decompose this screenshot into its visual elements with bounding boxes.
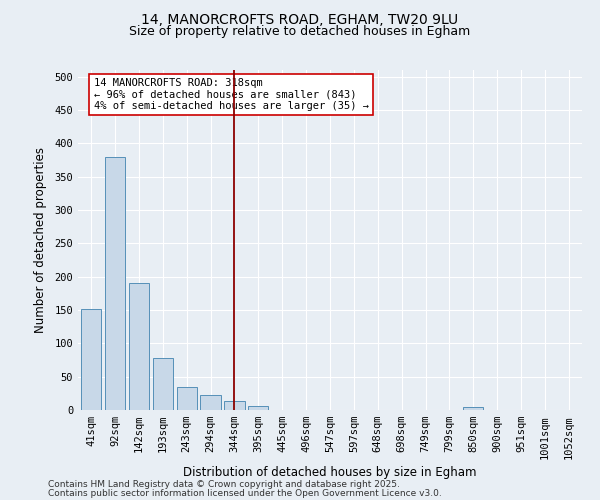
Bar bbox=[463, 408, 484, 410]
Bar bbox=[105, 156, 125, 410]
Text: Contains public sector information licensed under the Open Government Licence v3: Contains public sector information licen… bbox=[48, 488, 442, 498]
X-axis label: Distribution of detached houses by size in Egham: Distribution of detached houses by size … bbox=[183, 466, 477, 478]
Y-axis label: Number of detached properties: Number of detached properties bbox=[34, 147, 47, 333]
Bar bbox=[200, 396, 221, 410]
Bar bbox=[129, 284, 149, 410]
Bar bbox=[248, 406, 268, 410]
Bar bbox=[176, 386, 197, 410]
Bar bbox=[81, 308, 101, 410]
Text: Contains HM Land Registry data © Crown copyright and database right 2025.: Contains HM Land Registry data © Crown c… bbox=[48, 480, 400, 489]
Text: 14, MANORCROFTS ROAD, EGHAM, TW20 9LU: 14, MANORCROFTS ROAD, EGHAM, TW20 9LU bbox=[142, 12, 458, 26]
Bar bbox=[152, 358, 173, 410]
Bar bbox=[224, 402, 245, 410]
Text: 14 MANORCROFTS ROAD: 318sqm
← 96% of detached houses are smaller (843)
4% of sem: 14 MANORCROFTS ROAD: 318sqm ← 96% of det… bbox=[94, 78, 368, 111]
Text: Size of property relative to detached houses in Egham: Size of property relative to detached ho… bbox=[130, 25, 470, 38]
